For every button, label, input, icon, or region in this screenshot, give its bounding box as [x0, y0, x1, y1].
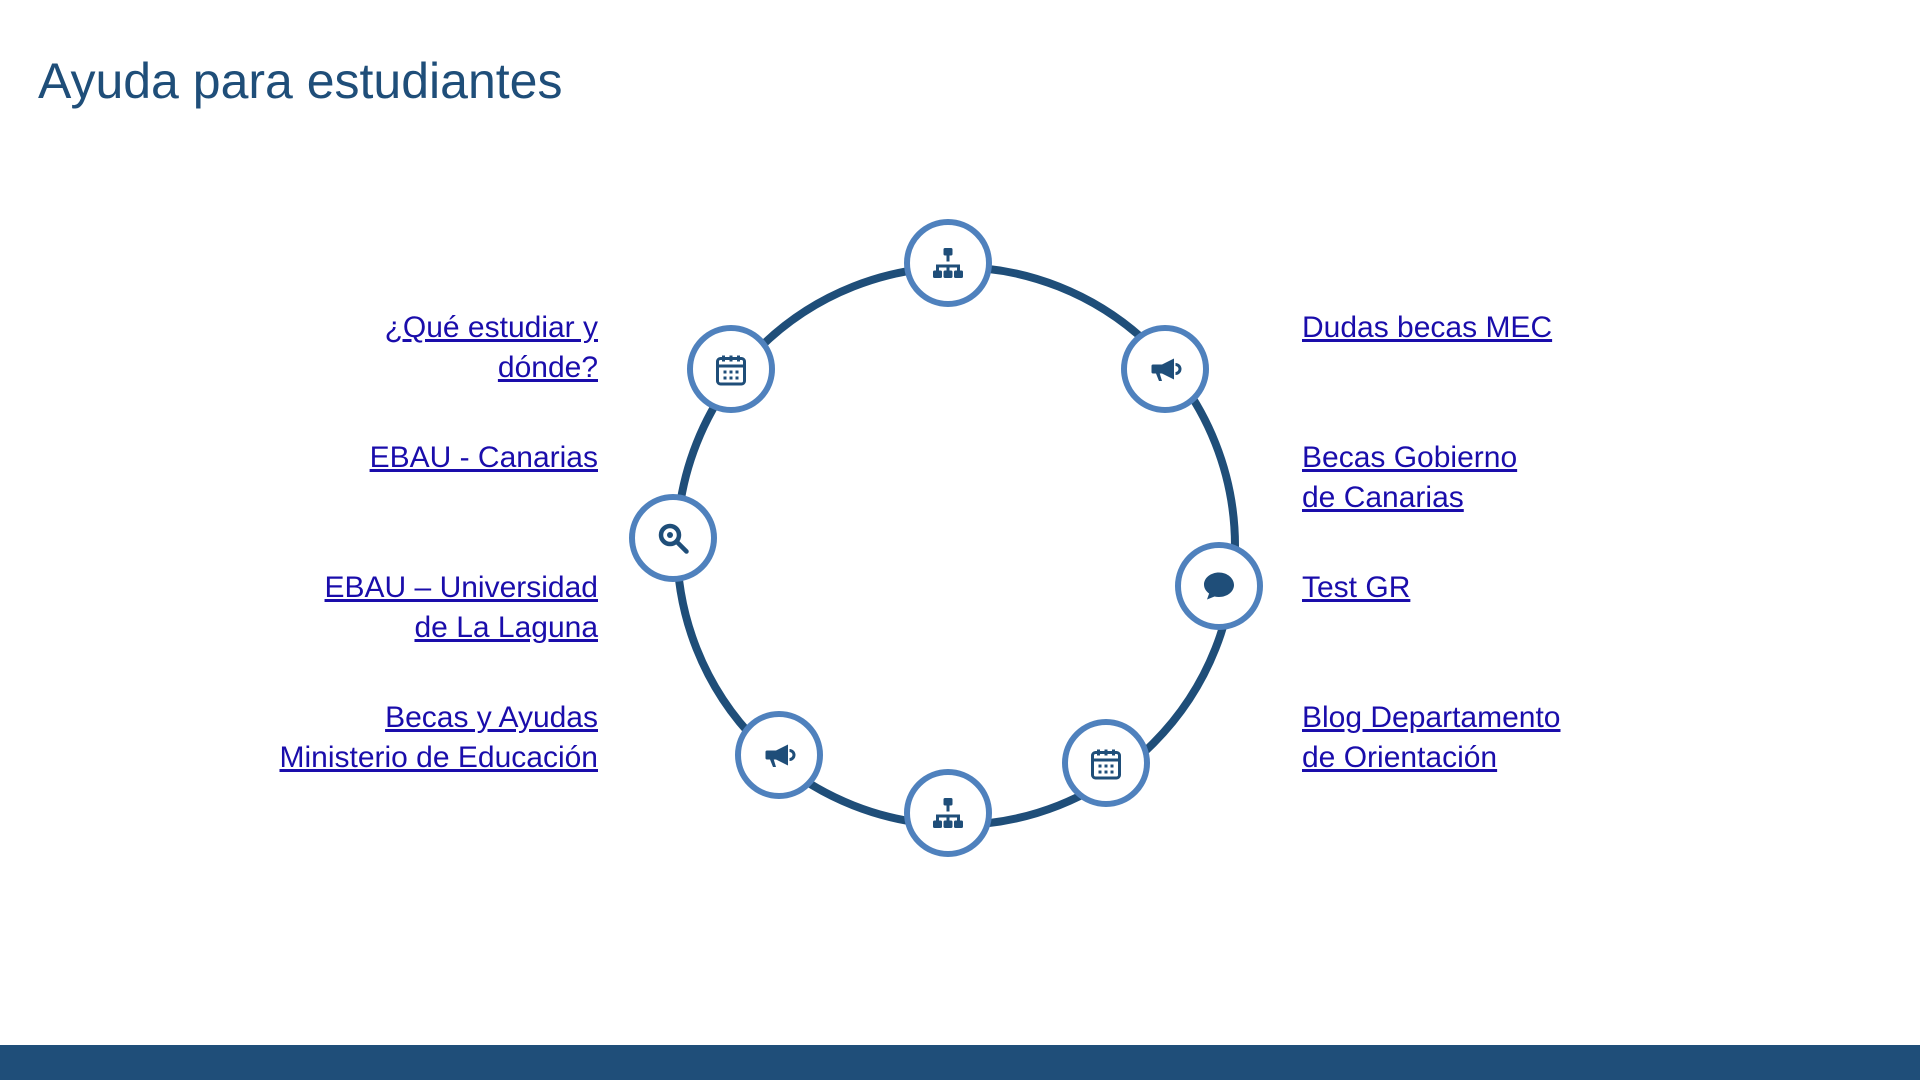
bullhorn-icon [761, 737, 797, 773]
link-que-estudiar[interactable]: ¿Qué estudiar ydónde? [385, 308, 598, 388]
node-chat [1175, 542, 1263, 630]
calendar-icon [713, 351, 749, 387]
bullhorn-icon [1147, 351, 1183, 387]
link-becas-gobcan[interactable]: Becas Gobiernode Canarias [1302, 438, 1517, 518]
link-ebau-ull[interactable]: EBAU – Universidadde La Laguna [325, 568, 598, 648]
node-sitemap-bottom [904, 769, 992, 857]
search-icon [655, 520, 691, 556]
link-dudas-mec[interactable]: Dudas becas MEC [1302, 308, 1552, 388]
chat-icon [1201, 568, 1237, 604]
node-bullhorn-left [735, 711, 823, 799]
calendar-icon [1088, 745, 1124, 781]
node-bullhorn-right [1121, 325, 1209, 413]
link-test-gr[interactable]: Test GR [1302, 568, 1410, 648]
links-right: Dudas becas MEC Becas Gobiernode Canarias… [1302, 308, 1732, 778]
footer-bar [0, 1045, 1920, 1080]
link-becas-mec[interactable]: Becas y AyudasMinisterio de Educación [279, 698, 598, 778]
page-title: Ayuda para estudiantes [38, 52, 562, 110]
link-blog-orientacion[interactable]: Blog Departamentode Orientación [1302, 698, 1561, 778]
sitemap-icon [930, 795, 966, 831]
node-calendar-br [1062, 719, 1150, 807]
links-left: ¿Qué estudiar ydónde? EBAU - Canarias EBAU… [168, 308, 598, 778]
link-ebau-canarias[interactable]: EBAU - Canarias [370, 438, 598, 518]
node-sitemap-top [904, 219, 992, 307]
node-calendar-tl [687, 325, 775, 413]
sitemap-icon [930, 245, 966, 281]
node-search [629, 494, 717, 582]
